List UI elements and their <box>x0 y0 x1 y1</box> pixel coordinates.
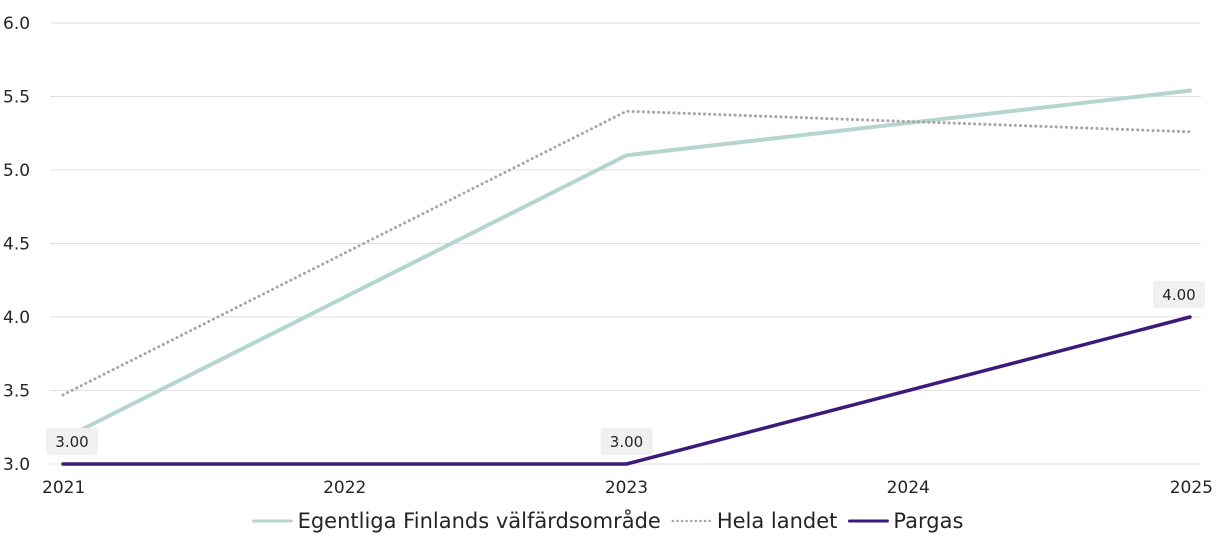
data-label: 3.00 <box>610 433 643 451</box>
y-tick-label: 5.5 <box>3 88 30 108</box>
series-lines <box>61 88 1192 466</box>
data-label-box <box>600 428 653 455</box>
x-tick-label: 2024 <box>887 478 930 498</box>
data-labels: 3.00 3.00 4.00 <box>46 281 1205 455</box>
y-tick-label: 4.5 <box>3 235 30 255</box>
x-tick-label: 2023 <box>605 478 648 498</box>
gridlines <box>50 22 1201 465</box>
y-tick-label: 6.0 <box>3 14 30 34</box>
x-tick-label: 2022 <box>323 478 366 498</box>
x-tick-label: 2025 <box>1170 478 1213 498</box>
y-tick-label: 3.0 <box>3 455 30 475</box>
series-line-0 <box>61 88 1192 441</box>
legend-entry-0: Egentliga Finlands välfärdsområde <box>298 508 661 533</box>
data-label-box <box>46 428 98 455</box>
legend: Egentliga Finlands välfärdsområde Hela la… <box>252 508 963 533</box>
legend-entry-1: Hela landet <box>717 509 838 533</box>
axis-tick-labels: 3.0 3.5 4.0 4.5 5.0 5.5 6.0 2021 2022 2023 2024 202… <box>3 14 1213 498</box>
series-line-2 <box>61 315 1192 466</box>
y-tick-label: 4.0 <box>3 308 30 328</box>
data-label: 4.00 <box>1162 286 1195 304</box>
y-tick-label: 3.5 <box>3 382 30 402</box>
x-tick-label: 2021 <box>42 478 85 498</box>
data-label: 3.00 <box>55 433 88 451</box>
y-tick-label: 5.0 <box>3 161 30 181</box>
legend-entry-2: Pargas <box>893 509 963 533</box>
series-line-1 <box>61 109 1192 397</box>
data-label-box <box>1153 281 1205 308</box>
